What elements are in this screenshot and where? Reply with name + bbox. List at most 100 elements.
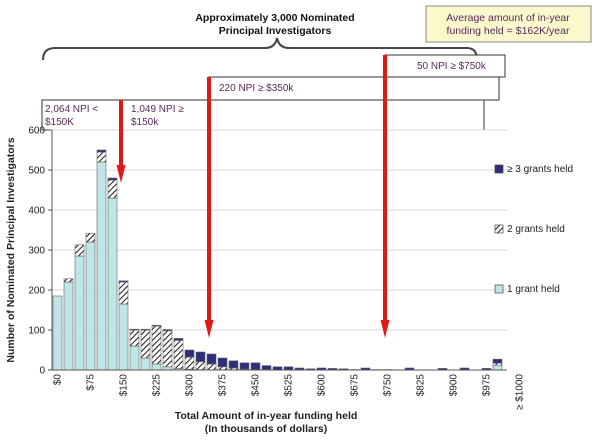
- bar-1-grant: [118, 303, 129, 371]
- bar-3plus-grants: [195, 351, 206, 362]
- below-150-label-line2: $150K: [45, 117, 74, 128]
- y-tick-label: 200: [28, 286, 45, 297]
- bar-3plus-grants: [261, 365, 272, 370]
- bar-2-grants: [140, 329, 151, 359]
- threshold-label-750: 50 NPI ≥ $750k: [417, 61, 487, 72]
- bar-1-grant: [140, 357, 151, 371]
- x-tick-label: $975: [482, 374, 493, 397]
- bar-3plus-grants: [129, 328, 140, 331]
- x-tick-label: $150: [119, 374, 130, 397]
- below-150-label-line1: 2,064 NPI <: [45, 104, 98, 115]
- y-tick-label: 0: [39, 366, 45, 377]
- bar-1-grant: [96, 161, 107, 371]
- x-tick-label: $600: [317, 374, 328, 397]
- bar-3plus-grants: [173, 338, 184, 341]
- arrow-shaft-150: [119, 100, 123, 167]
- y-tick-label: 600: [28, 126, 45, 137]
- bar-1-grant: [151, 363, 162, 371]
- bar-2-grants: [63, 278, 74, 283]
- legend-2-grants-swatch: [494, 224, 504, 234]
- average-note-box: [425, 5, 592, 43]
- bar-2-grants: [118, 281, 129, 305]
- legend-3plus-grants-label: ≥ 3 grants held: [507, 164, 573, 175]
- x-tick-label: $375: [218, 374, 229, 397]
- bar-2-grants: [129, 329, 140, 347]
- x-tick-labels: $0 $75 $150 $225 $300 $375 $450 $525 $600 $675 $75…: [53, 374, 526, 411]
- bar-2-grants: [107, 179, 118, 199]
- x-tick-label: $525: [284, 374, 295, 397]
- header-line2: Principal Investigators: [219, 25, 332, 37]
- bar-2-grants: [206, 363, 217, 371]
- bar-2-grants: [74, 244, 85, 257]
- bar-3plus-grants: [492, 358, 503, 364]
- x-axis-title-line2: (In thousands of dollars): [205, 423, 328, 435]
- arrow-head-150: [116, 165, 126, 183]
- x-tick-label: $750: [383, 374, 394, 397]
- below-150-box: [41, 99, 122, 131]
- bar-3plus-grants: [162, 329, 173, 332]
- x-tick-label: $450: [251, 374, 262, 397]
- arrow-head-350: [204, 320, 214, 338]
- y-axis-title: Number of Nominated Principal Investigat…: [5, 137, 17, 362]
- bar-3plus-grants: [217, 357, 228, 368]
- threshold-label-150: 1,049 NPI ≥: [131, 104, 184, 115]
- arrow-head-750: [380, 320, 390, 338]
- y-tick-labels: 0 100 200 300 400 500 600: [28, 126, 52, 377]
- arrow-shaft-750: [383, 55, 387, 322]
- x-tick-label: $225: [152, 374, 163, 397]
- y-tick-label: 300: [28, 246, 45, 257]
- x-tick-label: $825: [416, 374, 427, 397]
- x-axis-title-line1: Total Amount of in-year funding held: [175, 410, 358, 422]
- average-note-line1: Average amount of in-year: [446, 12, 570, 24]
- x-tick-label: $675: [350, 374, 361, 397]
- bar-3plus-grants: [239, 362, 250, 370]
- x-tick-label: $900: [449, 374, 460, 397]
- bar-1-grant: [107, 197, 118, 371]
- bar-3plus-grants: [151, 324, 162, 327]
- average-note-line2: funding held = $162K/year: [447, 25, 570, 37]
- bar-3plus-grants: [184, 349, 195, 358]
- bar-1-grant: [85, 241, 96, 371]
- bar-3plus-grants: [206, 353, 217, 365]
- bar-3plus-grants: [228, 360, 239, 369]
- y-tick-label: 500: [28, 166, 45, 177]
- bars: [52, 149, 503, 371]
- legend: ≥ 3 grants held 2 grants held 1 grant held: [494, 164, 573, 295]
- legend-1-grant-swatch: [494, 284, 504, 294]
- bar-2-grants: [195, 361, 206, 370]
- bar-1-grant: [129, 345, 140, 371]
- threshold-box-150: [120, 99, 485, 131]
- bar-3plus-grants: [118, 280, 129, 283]
- legend-2-grants-label: 2 grants held: [507, 224, 565, 235]
- bar-2-grants: [184, 356, 195, 370]
- bar-3plus-grants: [140, 328, 151, 331]
- bar-3plus-grants: [250, 362, 261, 370]
- x-tick-label: $0: [53, 374, 64, 386]
- x-tick-label: ≥ $1000: [515, 374, 526, 411]
- bar-1-grant: [492, 364, 503, 371]
- bar-1-grant: [52, 295, 63, 371]
- threshold-arrows: [116, 55, 390, 338]
- threshold-label-150-line2: $150k: [131, 117, 159, 128]
- arrow-shaft-350: [207, 77, 211, 322]
- header-line1: Approximately 3,000 Nominated: [195, 12, 354, 24]
- bar-2-grants: [151, 325, 162, 365]
- legend-1-grant-label: 1 grant held: [507, 284, 560, 295]
- bar-2-grants: [96, 151, 107, 163]
- bar-1-grant: [74, 255, 85, 371]
- bar-2-grants: [85, 232, 96, 243]
- threshold-boxes: 2,064 NPI < $150K 50 NPI ≥ $750k 220 NPI ≥ …: [41, 54, 506, 131]
- x-tick-label: $75: [86, 374, 97, 391]
- bar-2-grants: [173, 340, 184, 369]
- y-tick-label: 400: [28, 206, 45, 217]
- x-tick-label: $300: [185, 374, 196, 397]
- bar-2-grants: [162, 330, 173, 368]
- legend-3plus-grants-swatch: [494, 164, 504, 174]
- header-brace: [42, 37, 478, 61]
- bar-3plus-grants: [96, 149, 107, 153]
- y-tick-label: 100: [28, 326, 45, 337]
- bar-1-grant: [63, 281, 74, 371]
- bar-3plus-grants: [107, 177, 118, 181]
- threshold-label-350: 220 NPI ≥ $350k: [219, 83, 294, 94]
